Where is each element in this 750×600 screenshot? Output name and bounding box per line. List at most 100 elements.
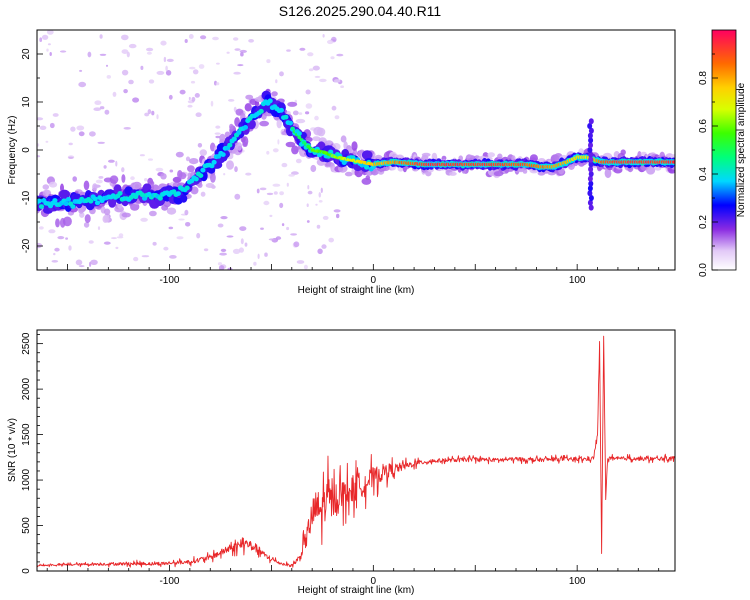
y-tick-label: -10: [21, 190, 32, 205]
halo-blob: [668, 169, 675, 174]
speckle-blob: [305, 89, 311, 95]
speckle-blob: [253, 261, 257, 266]
halo-blob: [62, 216, 72, 227]
speckle-blob: [169, 255, 177, 259]
ridge-mid: [198, 173, 204, 179]
ridge-mid: [350, 155, 356, 161]
x-tick-label: 100: [569, 275, 586, 286]
speckle-blob: [318, 200, 323, 203]
speckle-blob: [279, 202, 284, 209]
colorbar-tick-label: 0.6: [698, 119, 709, 133]
ridge-mid: [37, 198, 42, 204]
speckle-blob: [290, 233, 297, 236]
speckle-blob: [212, 36, 219, 41]
speckle-blob: [141, 255, 150, 258]
spur-blob: [588, 166, 594, 173]
speckle-blob: [103, 241, 111, 245]
speckle-blob: [315, 203, 318, 206]
halo-blob: [78, 207, 84, 214]
spur-blob: [587, 175, 593, 182]
speckle-blob: [233, 37, 239, 41]
speckle-blob: [112, 91, 117, 97]
speckle-blob: [46, 48, 49, 52]
speckle-blob: [165, 65, 168, 72]
speckle-blob: [275, 79, 278, 84]
ridge-mid: [193, 176, 199, 182]
speckle-blob: [223, 173, 226, 176]
halo-blob: [166, 207, 177, 215]
ridge-mid: [211, 159, 217, 165]
ridge-mid: [227, 142, 233, 148]
spur-blob: [588, 137, 594, 144]
halo-blob: [104, 213, 110, 223]
halo-blob: [449, 171, 457, 176]
speckle-blob: [115, 160, 118, 167]
speckle-blob: [151, 110, 155, 116]
speckle-blob: [217, 223, 224, 228]
speckle-blob: [148, 79, 155, 84]
y-tick-label: -20: [21, 238, 32, 253]
speckle-blob: [215, 125, 221, 129]
speckle-blob: [78, 265, 85, 268]
speckle-blob: [52, 113, 59, 117]
speckle-blob: [192, 69, 199, 75]
speckle-blob: [317, 248, 323, 255]
speckle-blob: [94, 100, 102, 105]
spur-blob: [588, 127, 594, 134]
ridge-mid: [94, 200, 101, 206]
x-tick-label: 0: [371, 275, 377, 286]
speckle-blob: [98, 176, 104, 179]
spectrogram-y-ticks: -20 -10 0 10 20: [21, 29, 43, 271]
speckle-blob: [53, 252, 56, 256]
x-tick-label: -100: [159, 275, 179, 286]
ridge-outer: [142, 183, 152, 191]
speckle-blob: [68, 156, 74, 159]
spectrogram-heatmap: [37, 30, 675, 270]
speckle-blob: [41, 34, 49, 40]
halo-blob: [121, 174, 126, 183]
spur-blob: [588, 142, 593, 149]
snr-y-label: SNR (10 * v/v): [7, 418, 18, 482]
speckle-blob: [188, 96, 191, 101]
speckle-blob: [130, 176, 135, 181]
speckle-blob: [123, 89, 128, 94]
speckle-blob: [121, 49, 129, 54]
speckle-blob: [226, 235, 234, 238]
speckle-blob: [239, 226, 247, 232]
spectrogram-x-label: Height of straight line (km): [298, 285, 415, 296]
halo-blob: [229, 123, 234, 130]
speckle-blob: [273, 191, 278, 195]
ridge-core: [671, 160, 675, 164]
spur-blob: [588, 156, 594, 163]
speckle-blob: [295, 158, 302, 164]
speckle-blob: [99, 34, 103, 39]
speckle-blob: [54, 247, 60, 252]
speckle-blob: [330, 56, 335, 60]
speckle-blob: [103, 165, 107, 169]
colorbar-ticks: 0.0 0.2 0.4 0.6 0.8: [698, 53, 718, 277]
speckle-blob: [146, 51, 152, 55]
speckle-blob: [128, 79, 134, 85]
speckle-blob: [248, 39, 255, 43]
speckle-blob: [216, 62, 220, 65]
halo-blob: [42, 184, 50, 190]
speckle-blob: [65, 237, 68, 240]
halo-blob: [219, 133, 226, 143]
snr-panel: -100 0 100 0 500 1000 1500 2000 2500 Height of …: [7, 329, 676, 596]
speckle-blob: [163, 246, 169, 251]
speckle-blob: [179, 89, 186, 95]
halo-blob: [109, 175, 119, 184]
speckle-blob: [220, 216, 228, 220]
speckle-blob: [264, 252, 268, 257]
ridge-core: [297, 135, 302, 140]
ridge-mid: [88, 198, 94, 204]
ridge-outer: [361, 150, 373, 160]
speckle-blob: [168, 226, 174, 230]
speckle-blob: [331, 105, 337, 111]
spur-blob: [587, 147, 593, 153]
ridge-mid: [278, 107, 284, 113]
speckle-blob: [144, 112, 150, 117]
speckle-blob: [228, 99, 235, 102]
speckle-blob: [191, 96, 196, 102]
spur-blob: [587, 123, 593, 129]
